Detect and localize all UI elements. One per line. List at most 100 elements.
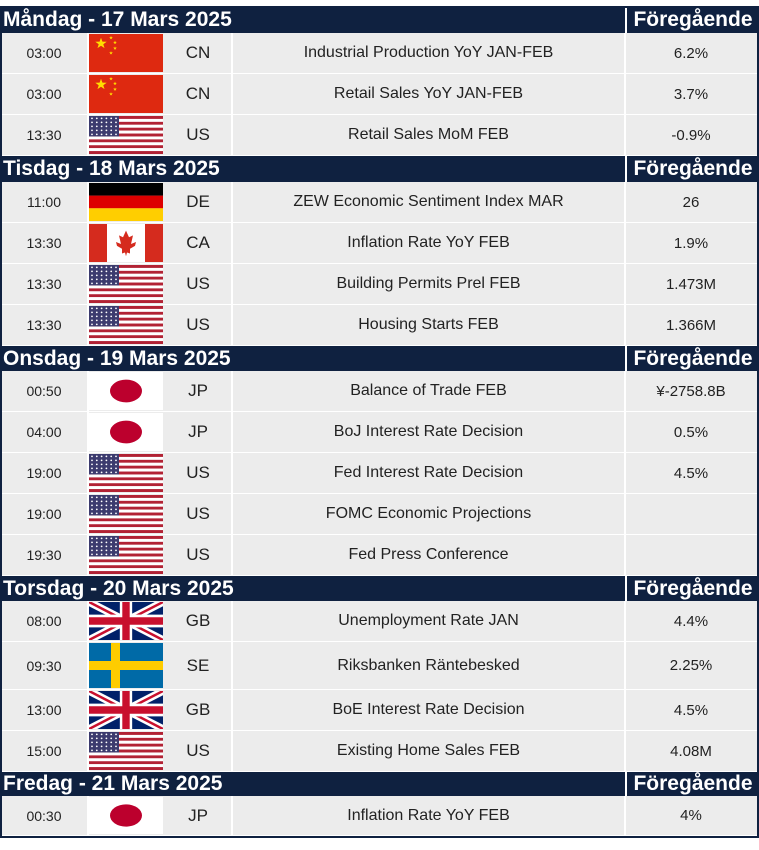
event-row: 19:00 US FOMC Economic Projections [0,494,759,535]
day-header: Tisdag - 18 Mars 2025 Föregående [0,156,759,182]
day-label: Tisdag - 18 Mars 2025 [3,157,220,180]
event-time: 19:00 [26,506,62,522]
jp-flag-icon [89,797,163,834]
day-header: Onsdag - 19 Mars 2025 Föregående [0,346,759,371]
event-row: 13:00 GB BoE Interest Rate Decision 4.5% [0,690,759,731]
country-code: US [186,315,210,334]
flag-cell [88,115,164,155]
event-row: 08:00 GB Unemployment Rate JAN 4.4% [0,601,759,642]
event-name: Industrial Production YoY JAN-FEB [303,44,554,61]
us-flag-icon [89,265,163,303]
country-code: CA [186,233,210,252]
previous-value: 4% [680,807,702,824]
cn-flag-icon [89,75,163,113]
event-name: Unemployment Rate JAN [338,612,519,629]
event-time: 13:30 [26,276,62,292]
event-time: 00:50 [26,383,62,399]
event-row: 15:00 US Existing Home Sales FEB 4.08M [0,731,759,772]
flag-cell [88,223,164,263]
event-row: 13:30 US Building Permits Prel FEB 1.473M [0,264,759,305]
flag-cell [88,264,164,304]
event-name: Retail Sales YoY JAN-FEB [333,85,524,102]
event-name: FOMC Economic Projections [325,505,532,522]
event-time: 15:00 [26,743,62,759]
previous-value: ¥-2758.8B [656,382,726,400]
flag-cell [88,642,164,689]
event-name: Fed Press Conference [348,546,509,563]
event-row: 19:30 US Fed Press Conference [0,535,759,576]
previous-value: 1.9% [673,234,709,252]
day-label: Måndag - 17 Mars 2025 [3,7,232,31]
country-code: JP [188,422,208,441]
country-code: GB [185,700,211,719]
previous-value: 1.473M [665,275,717,293]
day-header: Fredag - 21 Mars 2025 Föregående [0,772,759,796]
flag-cell [88,601,164,641]
day-header: Torsdag - 20 Mars 2025 Föregående [0,576,759,601]
flag-cell [88,371,164,411]
event-row: 00:50 JP Balance of Trade FEB ¥-2758.8B [0,371,759,412]
us-flag-icon [89,454,163,492]
event-name: Building Permits Prel FEB [336,275,521,292]
event-row: 09:30 SE Riksbanken Räntebesked 2.25% [0,642,759,690]
event-row: 13:30 US Housing Starts FEB 1.366M [0,305,759,346]
event-time: 03:00 [26,86,62,102]
country-code: US [186,463,210,482]
previous-value: 0.5% [673,423,709,441]
event-time: 09:30 [26,657,62,674]
flag-cell [88,412,164,452]
flag-cell [88,690,164,730]
event-name: BoE Interest Rate Decision [332,701,525,718]
day-label: Onsdag - 19 Mars 2025 [3,346,231,370]
previous-column-header: Föregående [625,346,759,371]
day-label: Fredag - 21 Mars 2025 [3,772,223,795]
previous-value: 3.7% [673,85,709,103]
event-name: Balance of Trade FEB [350,382,507,399]
event-name: Retail Sales MoM FEB [348,126,509,143]
event-time: 13:30 [26,317,62,333]
event-row: 03:00 CN Industrial Production YoY JAN-FEB… [0,33,759,74]
country-code: US [186,504,210,523]
event-time: 11:00 [27,194,61,210]
event-name: Existing Home Sales FEB [336,742,521,759]
country-code: US [186,125,210,144]
previous-column-header: Föregående [625,156,759,182]
country-code: JP [188,805,208,825]
country-code: CN [185,84,211,103]
event-row: 04:00 JP BoJ Interest Rate Decision 0.5% [0,412,759,453]
event-time: 13:00 [26,702,62,718]
jp-flag-icon [89,413,163,451]
country-code: US [186,545,210,564]
previous-value: 26 [682,193,700,211]
country-code: SE [186,655,210,675]
flag-cell [88,494,164,534]
de-flag-icon [89,183,163,221]
country-code: GB [185,611,211,630]
jp-flag-icon [89,372,163,410]
event-name: Riksbanken Räntebesked [337,656,520,674]
flag-cell [88,535,164,575]
previous-value: -0.9% [671,126,711,144]
event-row: 19:00 US Fed Interest Rate Decision 4.5% [0,453,759,494]
flag-cell [88,74,164,114]
previous-column-header: Föregående [625,576,759,601]
event-row: 13:30 CA Inflation Rate YoY FEB 1.9% [0,223,759,264]
event-row: 00:30 JP Inflation Rate YoY FEB 4% [0,796,759,836]
previous-value: 4.08M [670,742,712,760]
event-time: 13:30 [26,235,62,251]
flag-cell [88,182,164,222]
event-name: BoJ Interest Rate Decision [333,423,524,440]
country-code: DE [186,192,210,211]
event-time: 00:30 [26,807,62,824]
previous-value: 4.5% [673,701,709,719]
us-flag-icon [89,306,163,344]
country-code: CN [185,43,211,62]
event-time: 19:00 [26,465,62,481]
event-row: 03:00 CN Retail Sales YoY JAN-FEB 3.7% [0,74,759,115]
flag-cell [88,453,164,493]
day-label: Torsdag - 20 Mars 2025 [3,576,234,600]
previous-column-header: Föregående [625,6,759,33]
event-row: 13:30 US Retail Sales MoM FEB -0.9% [0,115,759,156]
previous-column-header: Föregående [625,772,759,796]
